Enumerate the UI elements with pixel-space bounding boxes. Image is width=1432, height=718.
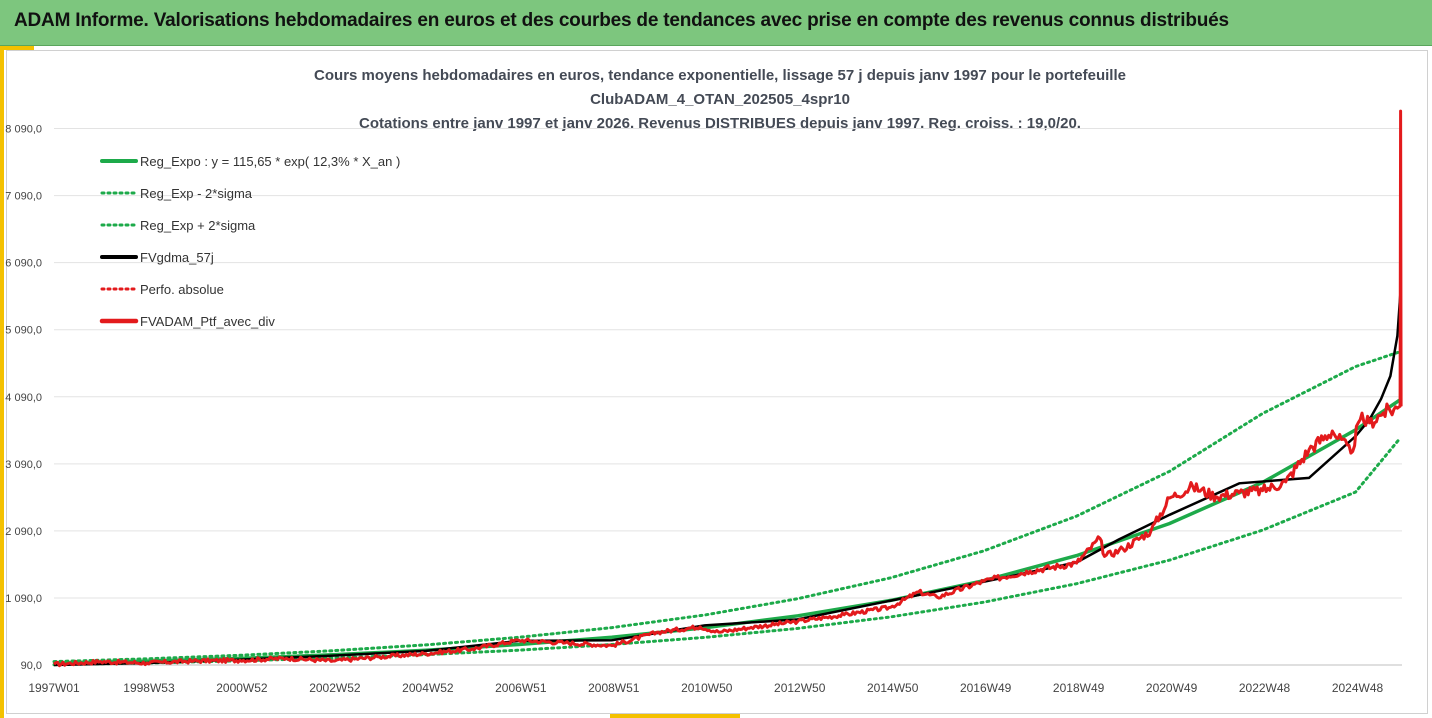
x-tick-label: 2018W49: [1053, 681, 1105, 695]
chart-title-line-2: ClubADAM_4_OTAN_202505_4spr10: [590, 91, 850, 108]
series-fvgdma: [53, 290, 1402, 667]
series-reg-minus: [52, 437, 1402, 667]
x-tick-label: 2020W49: [1146, 681, 1198, 695]
chart-title-line-1: Cours moyens hebdomadaires en euros, ten…: [314, 67, 1126, 84]
accent-bar-bottom: [610, 714, 740, 718]
legend-label-fvgdma: FVgdma_57j: [140, 250, 214, 265]
accent-bar-left: [0, 46, 4, 718]
x-tick-label: 2004W52: [402, 681, 454, 695]
series: [52, 109, 1403, 668]
report-title: ADAM Informe. Valorisations hebdomadaire…: [14, 10, 1229, 31]
x-tick-label: 2000W52: [216, 681, 268, 695]
y-tick-label: 3 090,0: [5, 459, 42, 471]
y-tick-label: 2 090,0: [5, 526, 42, 538]
y-tick-label: 6 090,0: [5, 258, 42, 270]
x-tick-label: 2016W49: [960, 681, 1012, 695]
accent-bar-top: [0, 46, 34, 50]
x-tick-label: 2024W48: [1332, 681, 1384, 695]
x-tick-label: 2012W50: [774, 681, 826, 695]
x-tick-label: 2008W51: [588, 681, 640, 695]
chart-title: Cours moyens hebdomadaires en euros, ten…: [0, 64, 1432, 136]
series-reg-plus: [52, 350, 1402, 664]
y-tick-label: 1 090,0: [5, 593, 42, 605]
y-tick-label: 5 090,0: [5, 325, 42, 337]
gridlines: [54, 128, 1402, 666]
y-tick-label: 8 090,0: [5, 124, 42, 136]
y-tick-label: 90,0: [21, 660, 42, 672]
chart-title-line-3: Cotations entre janv 1997 et janv 2026. …: [359, 115, 1081, 132]
header-banner: ADAM Informe. Valorisations hebdomadaire…: [0, 0, 1432, 46]
legend-label-reg-expo: Reg_Expo : y = 115,65 * exp( 12,3% * X_a…: [140, 154, 400, 169]
x-tick-label: 1998W53: [123, 681, 175, 695]
legend: Reg_Expo : y = 115,65 * exp( 12,3% * X_a…: [99, 154, 400, 329]
y-tick-label: 7 090,0: [5, 191, 42, 203]
axes: 90,0 1 090,0 2 090,0 3 090,0 4 090,0 5 090,0 6…: [5, 124, 1383, 695]
x-tick-label: 2006W51: [495, 681, 547, 695]
legend-label-fvadam: FVADAM_Ptf_avec_div: [140, 314, 275, 329]
x-tick-label: 2002W52: [309, 681, 361, 695]
x-tick-label: 1997W01: [28, 681, 80, 695]
x-tick-label: 2014W50: [867, 681, 919, 695]
x-tick-label: 2010W50: [681, 681, 733, 695]
legend-label-reg-plus: Reg_Exp + 2*sigma: [140, 218, 256, 233]
series-fvadam: [53, 109, 1403, 668]
legend-label-reg-minus: Reg_Exp - 2*sigma: [140, 186, 253, 201]
legend-label-perfo: Perfo. absolue: [140, 282, 224, 297]
x-tick-label: 2022W48: [1239, 681, 1291, 695]
chart-area: [6, 50, 1428, 714]
y-tick-label: 4 090,0: [5, 392, 42, 404]
